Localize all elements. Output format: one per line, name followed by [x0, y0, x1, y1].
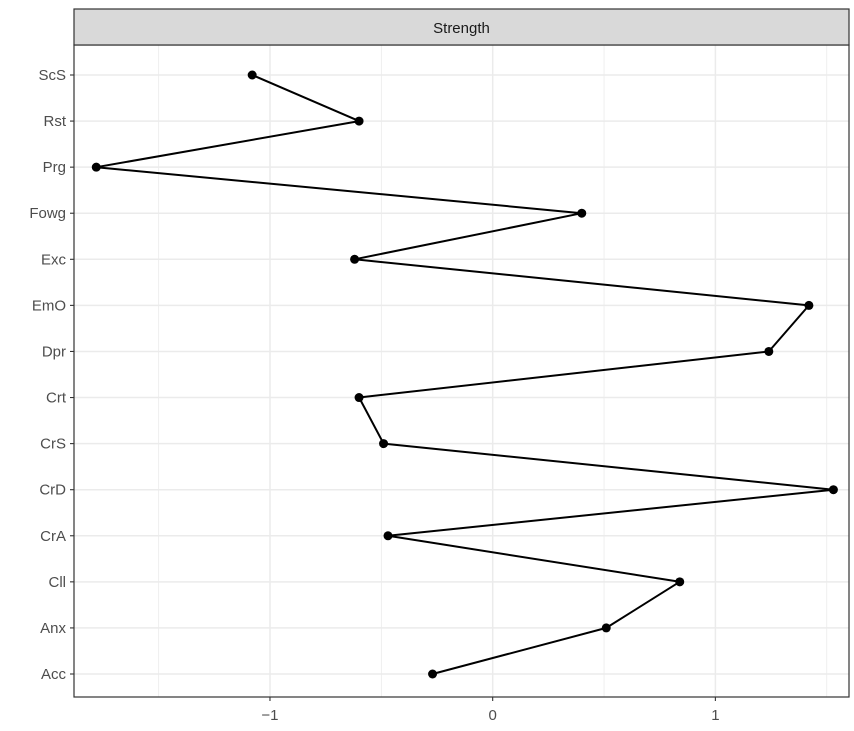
x-tick-label: 1: [711, 707, 719, 724]
data-point-cll: [675, 577, 685, 587]
y-tick-label: Anx: [40, 620, 66, 637]
y-tick-label: Prg: [43, 159, 66, 176]
y-tick-label: Acc: [41, 666, 67, 683]
data-point-crs: [379, 439, 389, 449]
data-point-rst: [354, 116, 364, 126]
data-point-acc: [428, 669, 438, 679]
data-point-anx: [601, 623, 611, 633]
y-tick-label: Rst: [44, 113, 67, 130]
panel-background: [74, 45, 849, 697]
y-tick-label: Cll: [49, 574, 67, 591]
y-tick-label: Exc: [41, 251, 67, 268]
data-point-crt: [354, 393, 364, 403]
data-point-emo: [804, 300, 814, 310]
facet-strip-background: [73, 8, 850, 46]
y-tick-label: ScS: [38, 67, 66, 84]
y-axis: Acc Anx Cll CrA CrD CrS Crt Dpr EmO Exc Fowg Prg Rst…: [29, 67, 74, 683]
x-tick-label: −1: [261, 707, 278, 724]
data-point-prg: [91, 162, 101, 172]
x-tick-label: 0: [489, 707, 497, 724]
strength-series: [91, 70, 838, 679]
data-point-fowg: [577, 208, 587, 218]
y-tick-label: CrD: [39, 482, 66, 499]
y-tick-label: CrS: [40, 436, 66, 453]
x-axis: −1 0 1: [261, 697, 720, 724]
plot-panel: [73, 44, 850, 698]
y-tick-label: Dpr: [42, 343, 66, 360]
data-point-exc: [350, 254, 360, 264]
strength-line: [95, 74, 835, 675]
y-tick-label: Fowg: [29, 205, 66, 222]
data-point-crd: [828, 485, 838, 495]
data-point-dpr: [764, 346, 774, 356]
data-point-cra: [383, 531, 393, 541]
y-tick-label: CrA: [40, 528, 66, 545]
y-tick-label: EmO: [32, 297, 66, 314]
facet-strip-label: Strength: [433, 20, 490, 37]
facet-strip: Strength: [73, 8, 850, 46]
y-tick-label: Crt: [46, 390, 67, 407]
data-point-scs: [247, 70, 257, 80]
